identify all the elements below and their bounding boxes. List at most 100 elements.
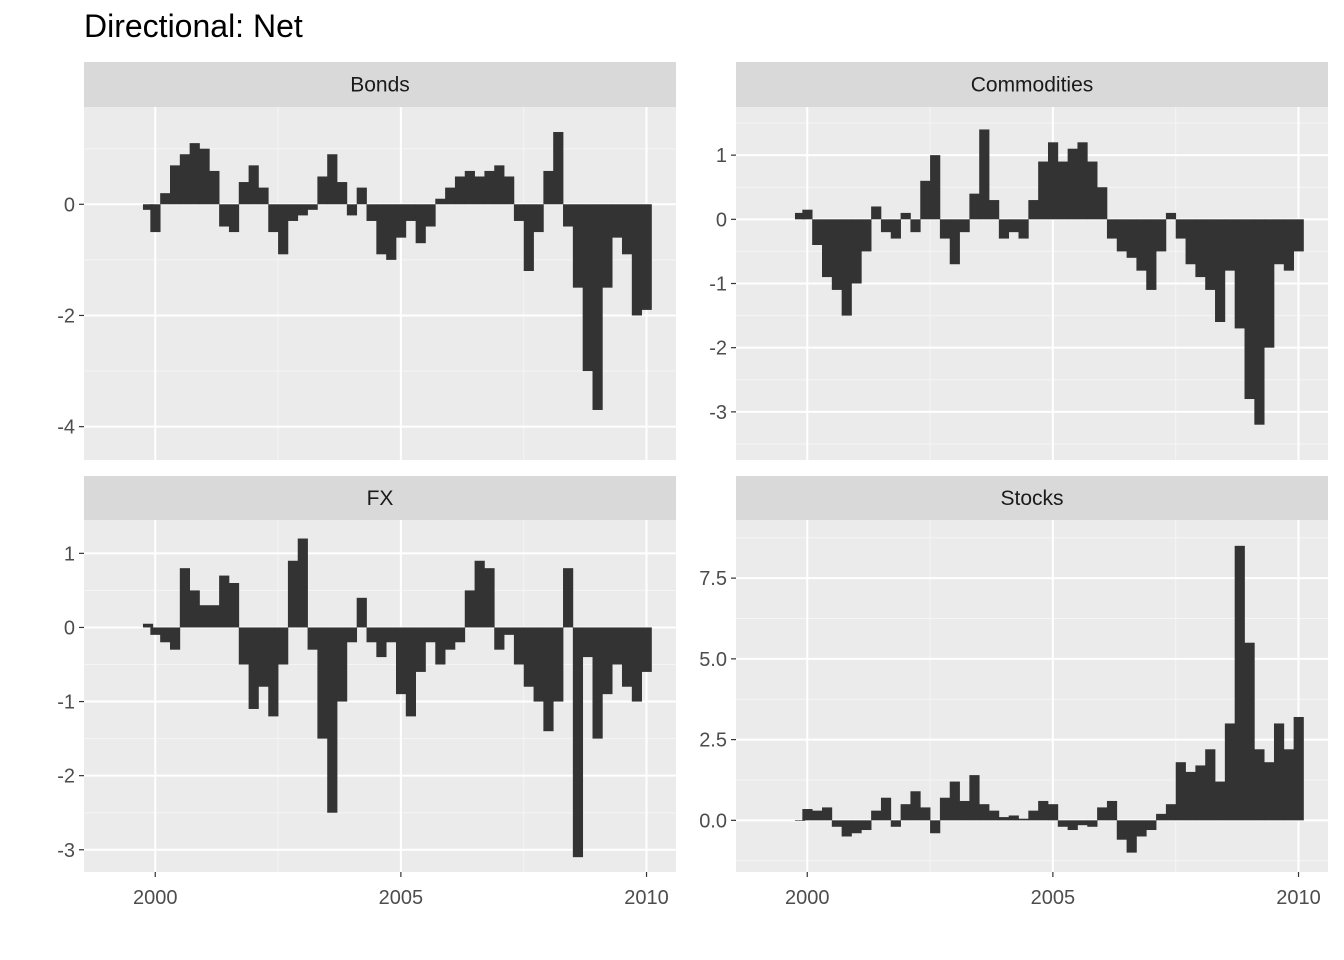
bar (861, 219, 872, 252)
bar (513, 627, 525, 665)
y-tick-label: -3 (709, 402, 727, 424)
bar (248, 627, 259, 709)
bar (169, 165, 181, 205)
bar (1283, 219, 1294, 271)
y-tick-label: -2 (709, 338, 727, 360)
bar (189, 590, 200, 628)
bar (415, 204, 426, 244)
bar (1283, 749, 1294, 821)
bar (1146, 820, 1157, 831)
bar (258, 187, 269, 205)
y-tick-label: 0 (716, 209, 727, 231)
bar (821, 807, 833, 821)
y-tick-label: 0 (64, 194, 75, 216)
bar (563, 204, 574, 227)
bar (812, 219, 823, 245)
bar (523, 627, 534, 687)
bar (219, 204, 230, 227)
bar (910, 219, 921, 233)
bar (307, 627, 318, 650)
bar (278, 204, 289, 255)
x-tick-label: 2000 (133, 887, 178, 909)
bar (802, 809, 813, 821)
bar (474, 176, 485, 205)
bar (1244, 219, 1255, 400)
bar (1165, 804, 1177, 821)
bar (1195, 765, 1206, 821)
bar (317, 627, 328, 739)
bar (920, 180, 931, 220)
bar (484, 568, 495, 628)
bar (861, 820, 872, 831)
bar (142, 204, 154, 210)
bar (199, 605, 210, 628)
bar (494, 627, 505, 650)
bar (1224, 723, 1236, 821)
bar (307, 204, 318, 210)
bar (1175, 219, 1186, 239)
bar (979, 129, 990, 220)
x-tick-label: 2005 (379, 887, 424, 909)
bar (1028, 810, 1039, 821)
bar (998, 219, 1010, 239)
bar (268, 204, 279, 233)
panel-stocks: Stocks 7.5 5.0 2.5 0.0 2000 2005 2010 (699, 476, 1328, 909)
panel-background (84, 520, 676, 872)
bar (812, 810, 823, 821)
strip-label-fx: FX (367, 487, 394, 510)
strip-commodities (736, 62, 1328, 107)
bar (405, 204, 416, 221)
bar (1008, 219, 1019, 233)
bar (621, 204, 633, 255)
bar (297, 204, 308, 216)
bar (160, 193, 171, 205)
y-tick-label: -2 (57, 305, 75, 327)
bar (572, 627, 584, 858)
bar (248, 165, 259, 205)
bar (989, 200, 1000, 220)
bar (1047, 804, 1059, 821)
bar (356, 597, 367, 628)
y-tick-label: -1 (57, 692, 75, 714)
bar (1254, 749, 1265, 821)
bar (831, 820, 843, 827)
bar (979, 804, 990, 821)
bar (356, 187, 367, 205)
bar (238, 182, 249, 205)
bar (939, 797, 951, 821)
bar (1205, 219, 1216, 290)
y-tick-label: -2 (57, 766, 75, 788)
bar (484, 170, 495, 205)
bar (1038, 800, 1049, 821)
bar (454, 176, 466, 205)
bar (238, 627, 249, 665)
bar (337, 627, 348, 702)
bar (959, 219, 970, 233)
bar (504, 176, 515, 205)
bar (1018, 219, 1029, 239)
bar (395, 204, 407, 238)
bar (1077, 820, 1088, 826)
strip-label-commodities: Commodities (971, 74, 1094, 97)
bar (268, 627, 279, 717)
bar (949, 781, 960, 821)
bar (1224, 219, 1236, 271)
bar (553, 627, 564, 702)
bar (880, 797, 892, 821)
bar (287, 560, 299, 628)
bar (445, 187, 456, 205)
bar (969, 193, 980, 220)
bar (880, 219, 892, 233)
bar (228, 204, 240, 233)
bar (474, 560, 485, 628)
bar (563, 568, 574, 628)
bar (395, 627, 407, 695)
bar (1205, 749, 1216, 821)
bar (1008, 815, 1019, 821)
bar (1087, 161, 1098, 220)
bar (543, 627, 554, 732)
bar (142, 623, 154, 628)
bar (454, 627, 466, 643)
bar (602, 627, 613, 695)
bar (435, 627, 446, 665)
